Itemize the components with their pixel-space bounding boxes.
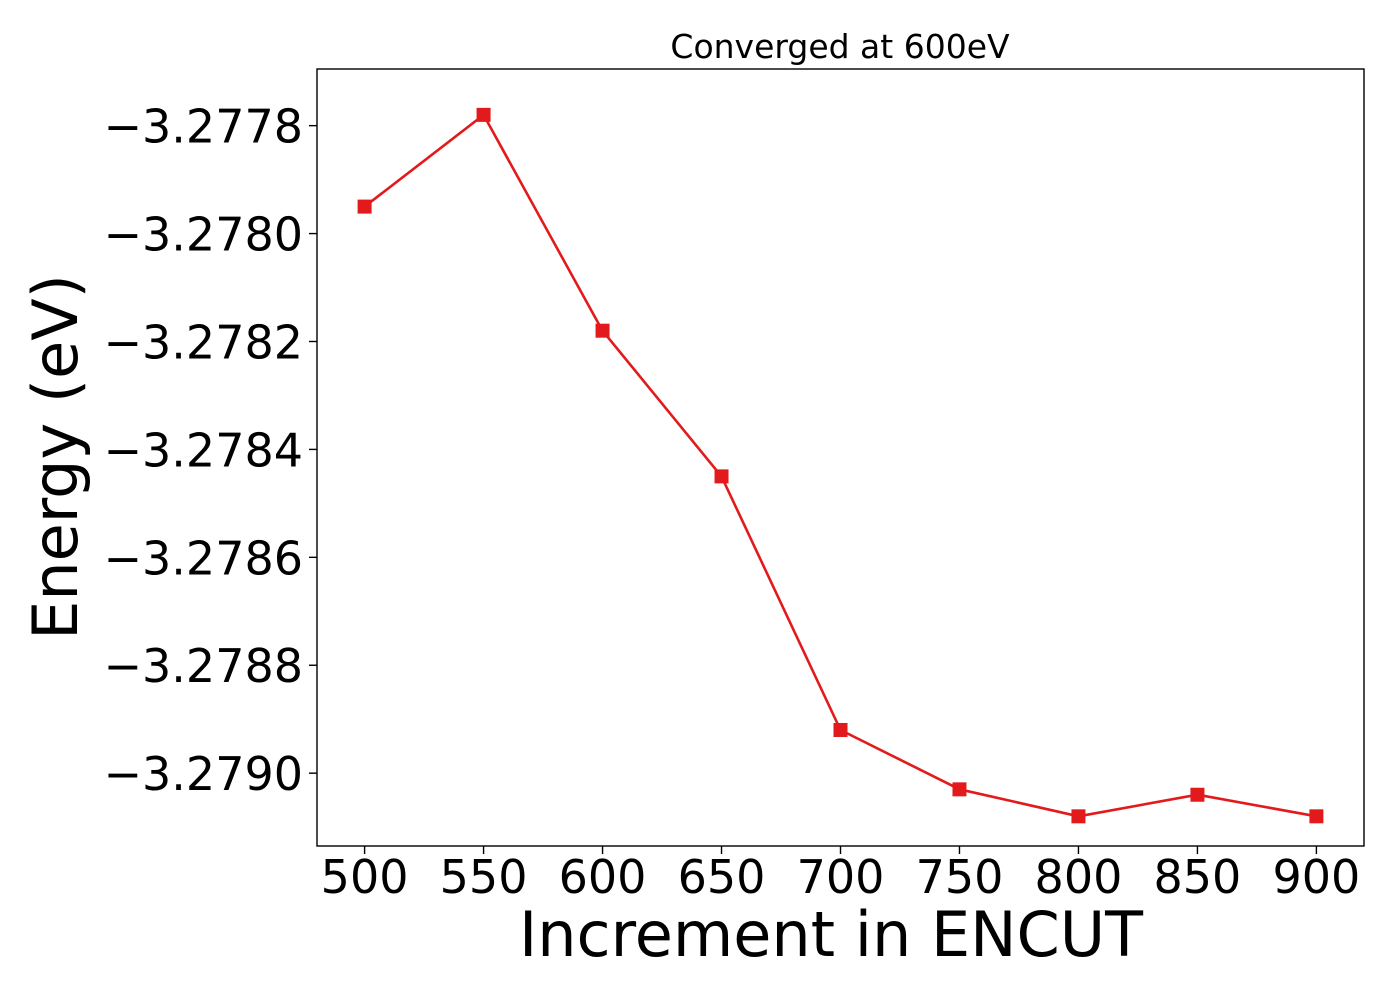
- data-point-marker: [714, 469, 729, 484]
- x-axis-title: Increment in ENCUT: [519, 898, 1144, 971]
- x-tick-label: 600: [559, 850, 647, 904]
- y-tick-label: −3.2786: [104, 531, 304, 585]
- x-tick-label: 850: [1154, 850, 1242, 904]
- data-point-marker: [357, 199, 372, 214]
- x-tick-label: 550: [440, 850, 528, 904]
- x-tick-label: 750: [916, 850, 1004, 904]
- y-tick-label: −3.2784: [104, 423, 304, 477]
- x-tick-label: 650: [678, 850, 766, 904]
- series-layer: [357, 107, 1324, 824]
- y-axis-ticks: −3.2778 −3.2780 −3.2782 −3.2784 −3.2786 −3.27…: [104, 100, 317, 801]
- x-tick-label: 700: [797, 850, 885, 904]
- data-point-marker: [595, 323, 610, 338]
- y-tick-label: −3.2782: [104, 315, 304, 369]
- y-axis-title: Energy (eV): [19, 274, 92, 640]
- data-point-marker: [1309, 809, 1324, 824]
- x-tick-label: 800: [1035, 850, 1123, 904]
- y-tick-label: −3.2778: [104, 100, 304, 154]
- x-axis-ticks: 500 550 600 650 700 750 800 850 900: [321, 846, 1361, 904]
- y-tick-label: −3.2788: [104, 639, 304, 693]
- data-point-marker: [476, 107, 491, 122]
- data-point-marker: [952, 782, 967, 797]
- y-tick-label: −3.2780: [104, 208, 304, 262]
- series-line: [363, 113, 1317, 818]
- x-tick-label: 900: [1273, 850, 1361, 904]
- data-point-marker: [1071, 809, 1086, 824]
- data-point-marker: [1190, 787, 1205, 802]
- chart-title: Converged at 600eV: [670, 27, 1010, 66]
- data-point-marker: [833, 722, 848, 737]
- x-tick-label: 500: [321, 850, 409, 904]
- y-tick-label: −3.2790: [104, 747, 304, 801]
